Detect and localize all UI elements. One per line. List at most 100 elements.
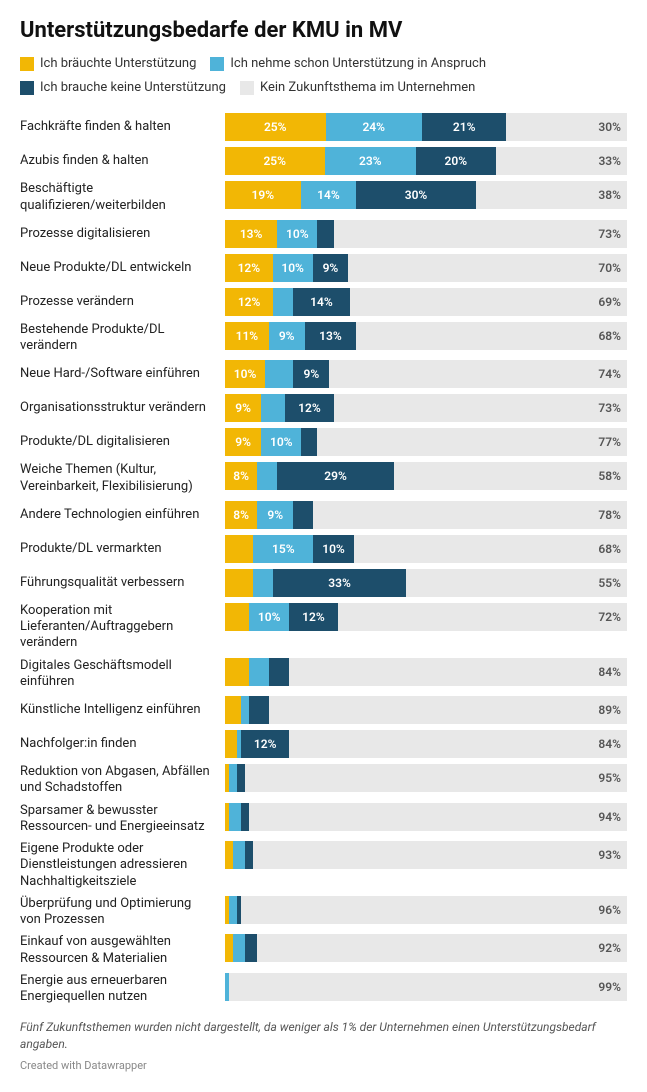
legend-item: Ich bräuchte Unterstützung — [20, 54, 196, 74]
bar-segment-na: 38% — [476, 181, 627, 209]
segment-value: 92% — [598, 941, 621, 955]
bar-segment-na: 70% — [348, 254, 627, 282]
row-label: Fachkräfte finden & halten — [20, 113, 225, 141]
bar-segment-none — [269, 658, 289, 686]
bar-track: 13% 10% 73% — [225, 220, 627, 248]
bar-segment-using — [229, 896, 237, 924]
bar-segment-using: 14% — [301, 181, 357, 209]
row-label: Beschäftigte qualifizieren/weiterbilden — [20, 181, 225, 214]
bar-segment-none: 13% — [305, 322, 357, 350]
legend-label: Ich bräuchte Unterstützung — [40, 54, 196, 74]
chart-row: Sparsamer & bewusster Ressourcen- und En… — [20, 803, 627, 836]
bar-track: 10%12%72% — [225, 603, 627, 631]
bar-segment-na: 94% — [249, 803, 627, 831]
bar-track: 10%9%74% — [225, 360, 627, 388]
bar-track: 89% — [225, 696, 627, 724]
row-label: Weiche Themen (Kultur, Vereinbarkeit, Fl… — [20, 462, 225, 495]
bar-segment-none — [241, 803, 249, 831]
bar-segment-na: 33% — [496, 147, 627, 175]
segment-value: 9% — [279, 329, 295, 343]
bar-segment-need — [225, 841, 233, 869]
bar-segment-using: 15% — [253, 535, 313, 563]
chart-row: Prozesse digitalisieren13%10%73% — [20, 220, 627, 248]
row-label: Bestehende Produkte/DL verändern — [20, 322, 225, 355]
bar-segment-using: 10% — [261, 428, 301, 456]
segment-value: 33% — [598, 154, 621, 168]
bar-segment-need: 13% — [225, 220, 277, 248]
bar-segment-none: 12% — [289, 603, 337, 631]
segment-value: 12% — [298, 401, 321, 415]
segment-value: 10% — [234, 367, 257, 381]
segment-value: 55% — [598, 576, 621, 590]
chart-row: Fachkräfte finden & halten25%24%21%30% — [20, 113, 627, 141]
segment-value: 10% — [270, 435, 293, 449]
bar-segment-none — [245, 934, 257, 962]
bar-segment-need — [225, 730, 237, 758]
bar-track: 9%12%73% — [225, 394, 627, 422]
chart-row: Beschäftigte qualifizieren/weiterbilden 1… — [20, 181, 627, 214]
bar-segment-need: 8% — [225, 501, 257, 529]
bar-segment-need: 9% — [225, 428, 261, 456]
segment-value: 78% — [598, 508, 621, 522]
row-label: Künstliche Intelligenz einführen — [20, 696, 225, 724]
footnote: Fünf Zukunftsthemen wurden nicht dargest… — [20, 1019, 627, 1053]
segment-value: 12% — [238, 261, 261, 275]
segment-value: 8% — [233, 469, 249, 483]
credit: Created with Datawrapper — [20, 1059, 627, 1072]
segment-value: 23% — [359, 154, 382, 168]
segment-value: 89% — [598, 703, 621, 717]
row-label: Kooperation mit Lieferanten/Auftraggeber… — [20, 603, 225, 652]
segment-value: 13% — [319, 329, 342, 343]
bar-segment-none: 20% — [416, 147, 496, 175]
segment-value: 12% — [254, 737, 277, 751]
chart-row: Produkte/DL vermarkten15%10%68% — [20, 535, 627, 563]
segment-value: 19% — [252, 188, 275, 202]
bar-segment-need — [225, 934, 233, 962]
segment-value: 30% — [598, 120, 621, 134]
segment-value: 24% — [362, 120, 385, 134]
row-label: Neue Hard-/Software einführen — [20, 360, 225, 388]
legend-item: Ich nehme schon Unterstützung in Anspruc… — [210, 54, 486, 74]
segment-value: 72% — [598, 610, 621, 624]
segment-value: 9% — [267, 508, 283, 522]
row-label: Sparsamer & bewusster Ressourcen- und En… — [20, 803, 225, 836]
segment-value: 33% — [328, 576, 351, 590]
bar-segment-need: 19% — [225, 181, 301, 209]
chart-row: Bestehende Produkte/DL verändern11%9%13%… — [20, 322, 627, 355]
segment-value: 12% — [302, 610, 325, 624]
segment-value: 14% — [310, 295, 333, 309]
bar-track: 92% — [225, 934, 627, 962]
stacked-bar-chart: Fachkräfte finden & halten25%24%21%30%Az… — [20, 113, 627, 1005]
bar-segment-na: 74% — [329, 360, 626, 388]
segment-value: 70% — [598, 261, 621, 275]
segment-value: 12% — [238, 295, 261, 309]
segment-value: 84% — [598, 665, 621, 679]
chart-row: Reduktion von Abgasen, Abfällen und Scha… — [20, 764, 627, 797]
segment-value: 9% — [235, 435, 251, 449]
chart-row: Künstliche Intelligenz einführen 89% — [20, 696, 627, 724]
segment-value: 73% — [598, 227, 621, 241]
segment-value: 10% — [286, 227, 309, 241]
segment-value: 77% — [598, 435, 621, 449]
chart-row: Prozesse verändern12%14%69% — [20, 288, 627, 316]
segment-value: 68% — [598, 329, 621, 343]
bar-segment-none — [293, 501, 313, 529]
bar-segment-none: 10% — [313, 535, 353, 563]
bar-segment-na: 73% — [334, 220, 627, 248]
bar-track: 8% 9% 78% — [225, 501, 627, 529]
legend: Ich bräuchte Unterstützung Ich nehme scho… — [20, 54, 627, 97]
segment-value: 38% — [598, 188, 621, 202]
bar-segment-using — [273, 288, 293, 316]
row-label: Überprüfung und Optimierung von Prozesse… — [20, 896, 225, 929]
chart-row: Produkte/DL digitalisieren9%10%77% — [20, 428, 627, 456]
bar-segment-using — [233, 934, 245, 962]
bar-segment-none: 29% — [277, 462, 394, 490]
bar-segment-none: 12% — [285, 394, 333, 422]
chart-row: Führungsqualität verbessern33%55% — [20, 569, 627, 597]
bar-segment-need: 12% — [225, 288, 273, 316]
bar-segment-need: 8% — [225, 462, 257, 490]
bar-segment-none — [245, 841, 253, 869]
segment-value: 14% — [317, 188, 340, 202]
bar-segment-using — [229, 764, 237, 792]
legend-swatch — [20, 57, 34, 71]
